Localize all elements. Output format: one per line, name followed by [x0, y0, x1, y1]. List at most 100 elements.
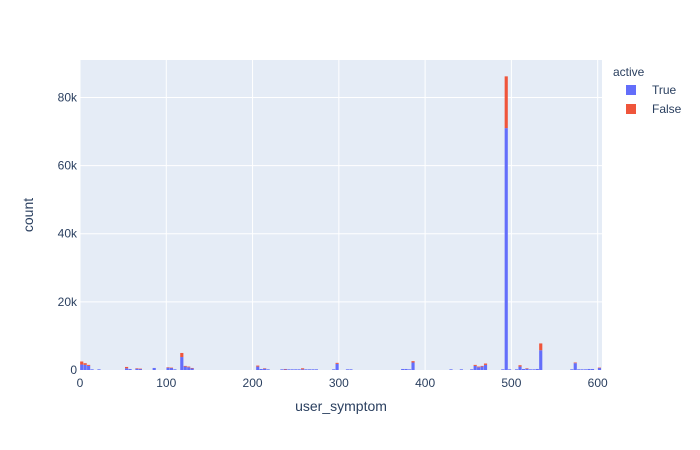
bar-false-segment[interactable] [518, 365, 522, 367]
bar-true-segment[interactable] [590, 368, 595, 370]
x-axis-title: user_symptom [295, 398, 387, 414]
legend-label-false[interactable]: False [652, 102, 682, 116]
bar-true-segment[interactable] [173, 369, 177, 370]
bar-false-segment[interactable] [135, 368, 139, 369]
bar-false-segment[interactable] [190, 367, 194, 369]
bar-true-segment[interactable] [459, 369, 463, 370]
bar-false-segment[interactable] [335, 362, 339, 364]
bar-true-segment[interactable] [521, 368, 526, 370]
bar-false-segment[interactable] [411, 361, 415, 363]
bar-false-segment[interactable] [256, 365, 260, 367]
bar-true-segment[interactable] [404, 368, 408, 370]
bar-true-segment[interactable] [287, 369, 291, 370]
bar-true-segment[interactable] [480, 366, 484, 370]
bar-false-segment[interactable] [483, 363, 488, 365]
bar-true-segment[interactable] [483, 364, 488, 370]
bar-true-segment[interactable] [470, 369, 474, 370]
bar-true-segment[interactable] [266, 369, 270, 370]
bar-true-segment[interactable] [314, 369, 318, 370]
bar-true-segment[interactable] [297, 369, 301, 370]
bar-false-segment[interactable] [301, 368, 305, 370]
bar-true-segment[interactable] [349, 369, 353, 370]
bar-true-segment[interactable] [570, 369, 574, 370]
bar-false-segment[interactable] [263, 368, 267, 369]
bar-true-segment[interactable] [408, 369, 412, 370]
bar-true-segment[interactable] [332, 369, 336, 370]
bar-false-segment[interactable] [83, 363, 87, 365]
bar-false-segment[interactable] [477, 366, 481, 368]
bar-true-segment[interactable] [166, 367, 170, 370]
bar-false-segment[interactable] [125, 366, 129, 369]
legend-swatch-true[interactable] [626, 85, 636, 95]
bar-true-segment[interactable] [311, 369, 315, 370]
bar-true-segment[interactable] [307, 369, 312, 370]
bar-true-segment[interactable] [504, 128, 508, 370]
bar-true-segment[interactable] [518, 366, 522, 370]
legend-label-true[interactable]: True [652, 83, 677, 97]
bar-true-segment[interactable] [135, 368, 139, 370]
bar-false-segment[interactable] [169, 367, 174, 369]
bar-true-segment[interactable] [294, 369, 298, 370]
bar-false-segment[interactable] [525, 368, 529, 369]
bar-false-segment[interactable] [187, 366, 191, 368]
bar-true-segment[interactable] [301, 369, 305, 370]
bar-true-segment[interactable] [263, 368, 267, 370]
bar-true-segment[interactable] [180, 357, 184, 370]
bar-true-segment[interactable] [335, 363, 339, 370]
bar-true-segment[interactable] [169, 367, 174, 370]
bar-true-segment[interactable] [597, 367, 601, 370]
bar-true-segment[interactable] [125, 368, 129, 370]
bar-true-segment[interactable] [587, 368, 591, 370]
bar-false-segment[interactable] [80, 361, 84, 365]
bar-false-segment[interactable] [473, 364, 477, 366]
bar-false-segment[interactable] [183, 365, 187, 367]
bar-true-segment[interactable] [138, 368, 142, 370]
bar-true-segment[interactable] [87, 365, 91, 370]
legend-swatch-false[interactable] [626, 104, 636, 114]
bar-false-segment[interactable] [166, 367, 170, 368]
bar-false-segment[interactable] [480, 365, 484, 367]
bar-true-segment[interactable] [183, 366, 187, 370]
bar-false-segment[interactable] [87, 364, 91, 366]
bar-true-segment[interactable] [90, 369, 94, 370]
legend[interactable]: active True False [613, 65, 682, 116]
bar-true-segment[interactable] [580, 369, 584, 370]
bar-true-segment[interactable] [83, 364, 87, 370]
bar-true-segment[interactable] [280, 369, 284, 370]
bar-false-segment[interactable] [573, 362, 577, 364]
bar-true-segment[interactable] [515, 369, 519, 370]
bar-false-segment[interactable] [539, 343, 543, 351]
bar-false-segment[interactable] [180, 352, 184, 358]
bar-true-segment[interactable] [256, 366, 260, 370]
bar-true-segment[interactable] [477, 367, 481, 370]
bar-true-segment[interactable] [525, 368, 529, 370]
bar-true-segment[interactable] [508, 369, 512, 370]
bar-true-segment[interactable] [577, 369, 581, 370]
bar-true-segment[interactable] [535, 368, 539, 370]
bar-true-segment[interactable] [539, 350, 543, 370]
bar-true-segment[interactable] [187, 367, 191, 370]
bar-true-segment[interactable] [345, 369, 350, 370]
bar-true-segment[interactable] [80, 364, 84, 370]
bar-true-segment[interactable] [190, 368, 194, 370]
bar-true-segment[interactable] [401, 368, 405, 370]
bar-true-segment[interactable] [259, 368, 263, 370]
bar-true-segment[interactable] [473, 365, 477, 370]
bar-true-segment[interactable] [97, 369, 101, 370]
bar-false-segment[interactable] [138, 368, 142, 370]
bar-true-segment[interactable] [128, 368, 132, 370]
bar-true-segment[interactable] [411, 362, 415, 370]
bar-true-segment[interactable] [304, 369, 308, 370]
bar-true-segment[interactable] [290, 369, 294, 370]
bar-true-segment[interactable] [449, 369, 453, 370]
bar-true-segment[interactable] [501, 369, 505, 370]
bar-true-segment[interactable] [528, 369, 532, 370]
bar-true-segment[interactable] [573, 363, 577, 370]
bar-true-segment[interactable] [532, 369, 536, 370]
bar-true-segment[interactable] [283, 369, 287, 370]
bar-true-segment[interactable] [584, 369, 588, 370]
bar-true-segment[interactable] [152, 367, 156, 370]
bar-false-segment[interactable] [504, 76, 508, 129]
bar-false-segment[interactable] [283, 368, 287, 370]
bar-false-segment[interactable] [597, 367, 601, 369]
